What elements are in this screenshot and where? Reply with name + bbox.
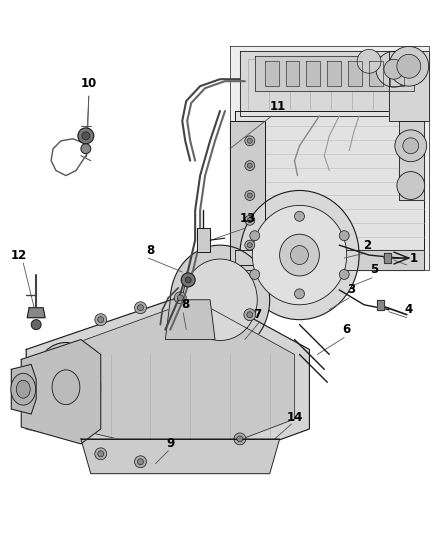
Circle shape <box>357 50 381 73</box>
Text: 2: 2 <box>363 239 371 252</box>
Polygon shape <box>240 51 419 116</box>
Polygon shape <box>230 46 429 270</box>
Polygon shape <box>384 253 391 263</box>
Circle shape <box>234 433 246 445</box>
Circle shape <box>138 459 144 465</box>
Ellipse shape <box>11 373 35 405</box>
Circle shape <box>339 270 349 279</box>
Polygon shape <box>165 300 215 340</box>
Circle shape <box>247 193 252 198</box>
Polygon shape <box>26 290 309 469</box>
Text: 10: 10 <box>81 77 97 90</box>
Circle shape <box>138 305 144 311</box>
Circle shape <box>245 160 255 171</box>
Circle shape <box>250 270 260 279</box>
Circle shape <box>244 309 256 321</box>
Circle shape <box>185 277 191 283</box>
Ellipse shape <box>252 205 347 305</box>
Circle shape <box>82 132 90 140</box>
Polygon shape <box>255 56 414 91</box>
Circle shape <box>294 289 304 299</box>
Circle shape <box>181 273 195 287</box>
Ellipse shape <box>240 190 359 320</box>
Polygon shape <box>286 61 300 86</box>
Text: 9: 9 <box>166 438 174 450</box>
Text: 8: 8 <box>146 244 155 256</box>
Circle shape <box>31 320 41 329</box>
Ellipse shape <box>31 343 101 432</box>
Polygon shape <box>389 51 429 121</box>
Circle shape <box>389 46 429 86</box>
Polygon shape <box>31 300 294 457</box>
Circle shape <box>245 240 255 250</box>
Circle shape <box>247 163 252 168</box>
Circle shape <box>245 215 255 225</box>
Polygon shape <box>11 365 36 414</box>
Circle shape <box>98 451 104 457</box>
Circle shape <box>397 54 421 78</box>
Ellipse shape <box>39 352 93 422</box>
Polygon shape <box>327 61 341 86</box>
Ellipse shape <box>290 246 308 264</box>
Circle shape <box>81 144 91 154</box>
Polygon shape <box>235 250 424 270</box>
Polygon shape <box>307 61 320 86</box>
Polygon shape <box>348 61 362 86</box>
Circle shape <box>177 295 183 301</box>
Circle shape <box>384 59 404 79</box>
Circle shape <box>95 314 107 326</box>
Circle shape <box>174 292 186 304</box>
Polygon shape <box>81 439 279 474</box>
Circle shape <box>245 136 255 146</box>
Circle shape <box>403 138 419 154</box>
Ellipse shape <box>52 370 80 405</box>
Circle shape <box>247 243 252 248</box>
Ellipse shape <box>279 234 319 276</box>
Text: 3: 3 <box>347 284 355 296</box>
Circle shape <box>247 218 252 223</box>
Polygon shape <box>197 228 210 252</box>
Circle shape <box>294 212 304 221</box>
Circle shape <box>339 231 349 241</box>
Circle shape <box>397 172 425 199</box>
Ellipse shape <box>170 245 270 354</box>
Polygon shape <box>369 61 383 86</box>
Text: 14: 14 <box>286 410 303 424</box>
Text: 1: 1 <box>410 252 418 264</box>
Circle shape <box>134 302 146 314</box>
Circle shape <box>78 128 94 144</box>
Text: 5: 5 <box>370 263 378 277</box>
Polygon shape <box>377 300 384 310</box>
Polygon shape <box>390 61 404 86</box>
Circle shape <box>98 317 104 322</box>
Ellipse shape <box>16 380 30 398</box>
Circle shape <box>247 139 252 143</box>
Polygon shape <box>235 111 424 255</box>
Text: 6: 6 <box>342 323 350 336</box>
Circle shape <box>395 130 427 161</box>
Polygon shape <box>27 308 45 318</box>
Polygon shape <box>265 61 279 86</box>
Text: 11: 11 <box>269 100 286 112</box>
Polygon shape <box>230 121 265 265</box>
Text: 13: 13 <box>240 212 256 225</box>
Text: 8: 8 <box>181 298 189 311</box>
Ellipse shape <box>183 259 257 341</box>
Polygon shape <box>399 121 424 200</box>
Text: 7: 7 <box>254 308 262 321</box>
Text: 12: 12 <box>11 248 28 262</box>
Circle shape <box>376 51 412 87</box>
Circle shape <box>237 436 243 442</box>
Circle shape <box>95 448 107 460</box>
Circle shape <box>134 456 146 468</box>
Polygon shape <box>21 340 101 444</box>
Circle shape <box>250 231 260 241</box>
Text: 4: 4 <box>405 303 413 316</box>
Circle shape <box>247 312 253 318</box>
Circle shape <box>245 190 255 200</box>
